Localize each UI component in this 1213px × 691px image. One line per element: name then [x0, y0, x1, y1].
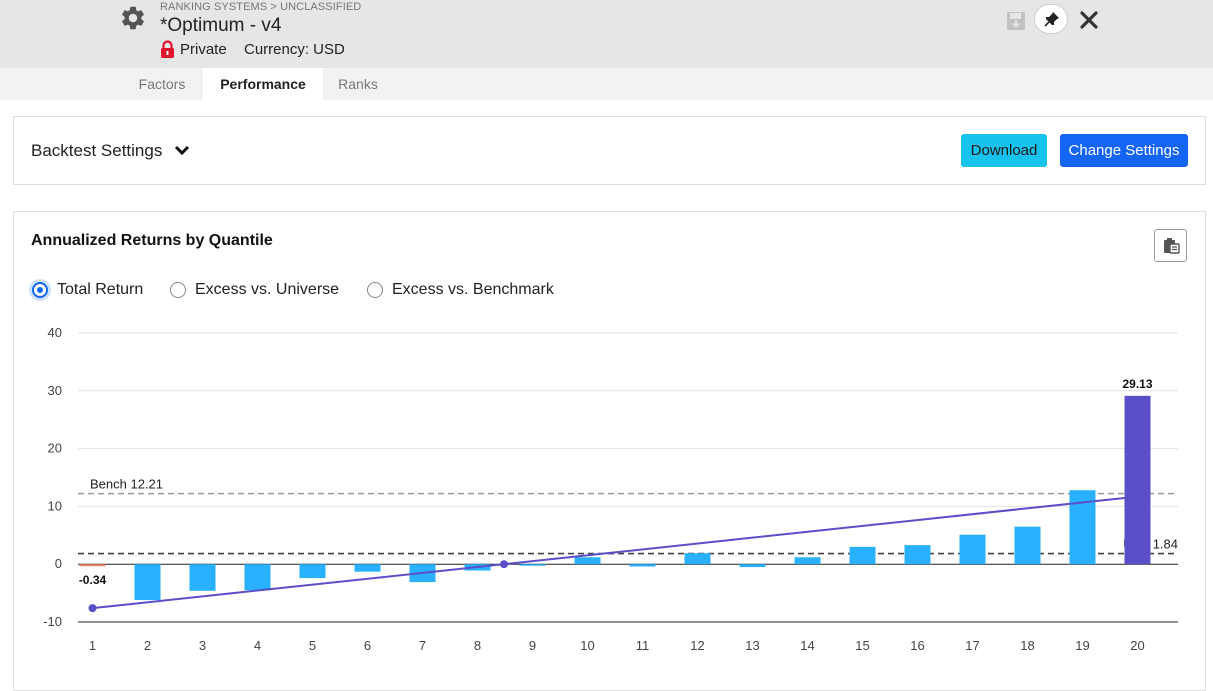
- pin-icon: [1044, 12, 1059, 27]
- pin-button[interactable]: [1034, 4, 1068, 34]
- page-title: *Optimum - v4: [160, 15, 282, 36]
- close-icon[interactable]: [1078, 9, 1100, 31]
- x-tick-label: 7: [419, 638, 426, 653]
- bar-quantile-6: [354, 564, 381, 572]
- x-tick-label: 19: [1075, 638, 1089, 653]
- x-tick-label: 12: [690, 638, 704, 653]
- y-tick-label: 0: [55, 556, 62, 571]
- chevron-down-icon[interactable]: [174, 145, 190, 157]
- bar-quantile-1: [79, 564, 106, 567]
- radio-excess-benchmark[interactable]: Excess vs. Benchmark: [367, 278, 554, 302]
- chart-card: Annualized Returns by Quantile Total Ret…: [13, 211, 1206, 691]
- bar-quantile-11: [629, 564, 656, 567]
- bar-quantile-4: [244, 564, 271, 591]
- privacy-status: Private: [180, 41, 227, 58]
- data-label-quantile-1: -0.34: [79, 573, 107, 587]
- bar-quantile-20: [1124, 395, 1151, 565]
- tab-factors[interactable]: Factors: [138, 76, 186, 92]
- x-tick-label: 5: [309, 638, 316, 653]
- bar-quantile-9: [519, 564, 546, 566]
- x-tick-label: 4: [254, 638, 261, 653]
- y-tick-label: 20: [48, 441, 62, 456]
- data-label-quantile-20: 29.13: [1122, 377, 1152, 391]
- x-tick-label: 17: [965, 638, 979, 653]
- bar-quantile-3: [189, 564, 216, 591]
- breadcrumb[interactable]: RANKING SYSTEMS > UNCLASSIFIED: [160, 1, 362, 13]
- radio-excess-universe[interactable]: Excess vs. Universe: [170, 278, 339, 302]
- x-tick-label: 8: [474, 638, 481, 653]
- lock-icon: [161, 40, 174, 58]
- tab-ranks[interactable]: Ranks: [338, 76, 378, 92]
- x-tick-label: 13: [745, 638, 759, 653]
- save-icon[interactable]: [1005, 10, 1027, 32]
- gear-icon[interactable]: [119, 4, 147, 32]
- x-tick-label: 6: [364, 638, 371, 653]
- bar-quantile-17: [959, 534, 986, 565]
- chart-title: Annualized Returns by Quantile: [31, 232, 273, 249]
- bar-quantile-15: [849, 546, 876, 565]
- y-tick-label: -10: [43, 614, 62, 629]
- x-tick-label: 20: [1130, 638, 1144, 653]
- y-tick-label: 40: [48, 325, 62, 340]
- x-tick-label: 1: [89, 638, 96, 653]
- change-settings-button[interactable]: Change Settings: [1060, 134, 1188, 167]
- radio-label: Total Return: [57, 281, 144, 298]
- radio-total-return[interactable]: Total Return: [32, 278, 143, 302]
- bar-quantile-13: [739, 564, 766, 568]
- bar-quantile-16: [904, 545, 931, 565]
- bar-quantile-14: [794, 557, 821, 565]
- x-tick-label: 16: [910, 638, 924, 653]
- x-tick-label: 15: [855, 638, 869, 653]
- trend-zero-point: [500, 560, 509, 569]
- backtest-settings-toggle[interactable]: Backtest Settings: [31, 141, 163, 160]
- x-tick-label: 3: [199, 638, 206, 653]
- bar-quantile-18: [1014, 526, 1041, 565]
- radio-button[interactable]: [367, 282, 383, 298]
- x-tick-label: 11: [636, 638, 650, 653]
- x-tick-label: 2: [144, 638, 151, 653]
- header-bar: RANKING SYSTEMS > UNCLASSIFIED *Optimum …: [0, 0, 1213, 68]
- radio-button[interactable]: [170, 282, 186, 298]
- tab-performance[interactable]: Performance: [203, 68, 323, 100]
- clipboard-icon: [1164, 238, 1180, 254]
- bar-quantile-12: [684, 553, 711, 565]
- y-tick-label: 30: [48, 383, 62, 398]
- x-tick-label: 18: [1020, 638, 1034, 653]
- trend-line: [92, 495, 1138, 610]
- bar-quantile-2: [134, 564, 161, 601]
- benchmark-label: Bench 12.21: [90, 477, 163, 492]
- backtest-settings-card: Backtest Settings Download Change Settin…: [13, 116, 1206, 185]
- tab-bar: Factors Performance Ranks: [0, 68, 1213, 100]
- download-button[interactable]: Download: [961, 134, 1047, 167]
- x-tick-label: 14: [800, 638, 814, 653]
- radio-button[interactable]: [32, 282, 48, 298]
- bar-quantile-5: [299, 564, 326, 579]
- currency-label: Currency: USD: [244, 41, 345, 58]
- x-tick-label: 9: [529, 638, 536, 653]
- radio-label: Excess vs. Universe: [195, 281, 340, 298]
- x-tick-label: 10: [580, 638, 594, 653]
- radio-label: Excess vs. Benchmark: [392, 281, 554, 298]
- trend-start-point: [88, 604, 97, 613]
- copy-button[interactable]: [1154, 229, 1187, 262]
- bar-quantile-10: [574, 557, 601, 565]
- y-tick-label: 10: [48, 498, 62, 513]
